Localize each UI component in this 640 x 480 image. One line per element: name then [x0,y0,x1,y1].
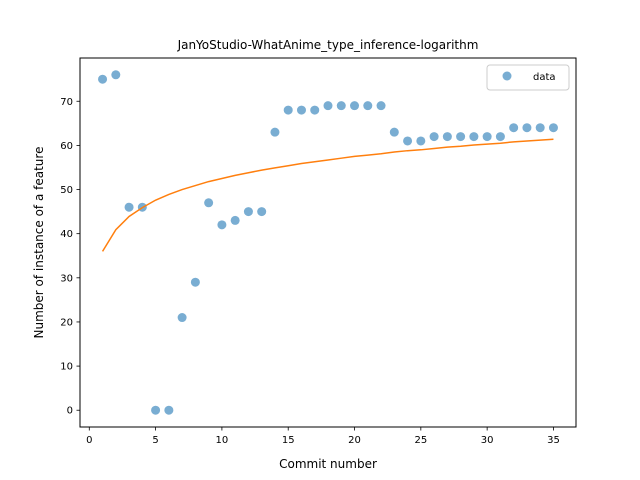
y-tick-label: 0 [67,406,73,417]
data-point [177,313,187,323]
legend-label: data [533,72,556,83]
data-point [376,101,386,111]
x-tick-label: 5 [152,435,158,446]
data-point [469,132,479,142]
data-point [403,136,413,146]
data-point [296,105,306,115]
data-point [283,105,293,115]
y-tick-label: 30 [60,273,73,284]
y-axis-ticks: 0 10 20 30 40 50 60 70 [60,97,80,417]
legend: data [486,64,570,91]
x-tick-label: 10 [216,435,229,446]
data-point [243,207,253,217]
data-point [151,405,161,415]
chart-title: JanYoStudio-WhatAnime_type_inference-log… [177,38,479,52]
y-tick-label: 70 [60,97,73,108]
data-point [164,405,174,415]
y-tick-label: 60 [60,141,73,152]
plot-marks [98,70,558,415]
data-point [230,215,240,225]
x-tick-label: 30 [481,435,494,446]
data-point [336,101,346,111]
y-tick-label: 40 [60,229,73,240]
data-point [495,132,505,142]
data-point [204,198,214,208]
data-point [456,132,466,142]
legend-marker [502,71,512,81]
data-point [522,123,532,133]
y-tick-label: 10 [60,362,73,373]
data-point [363,101,373,111]
data-point [389,127,399,137]
fit-line [101,138,554,252]
y-tick-label: 50 [60,185,73,196]
x-axis-title: Commit number [279,457,377,471]
data-point [509,123,519,133]
data-point [416,136,426,146]
plot-frame [79,57,577,428]
x-tick-label: 35 [547,435,560,446]
data-point [482,132,492,142]
y-tick-label: 20 [60,317,73,328]
x-axis-ticks: 0 5 10 15 20 25 30 35 [86,427,560,446]
data-point [442,132,452,142]
data-point [535,123,545,133]
data-point [323,101,333,111]
data-point [217,220,227,230]
x-tick-label: 20 [348,435,361,446]
data-point [98,74,108,84]
data-point [257,207,267,217]
data-point [270,127,280,137]
x-tick-label: 0 [86,435,92,446]
data-point [190,277,200,287]
data-point [548,123,558,133]
x-tick-label: 25 [414,435,427,446]
y-axis-title: Number of instance of a feature [32,147,46,339]
data-point [429,132,439,142]
data-point [310,105,320,115]
legend-box [486,64,570,91]
data-point [124,202,134,212]
data-point [111,70,121,80]
data-point [350,101,360,111]
x-tick-label: 15 [282,435,295,446]
